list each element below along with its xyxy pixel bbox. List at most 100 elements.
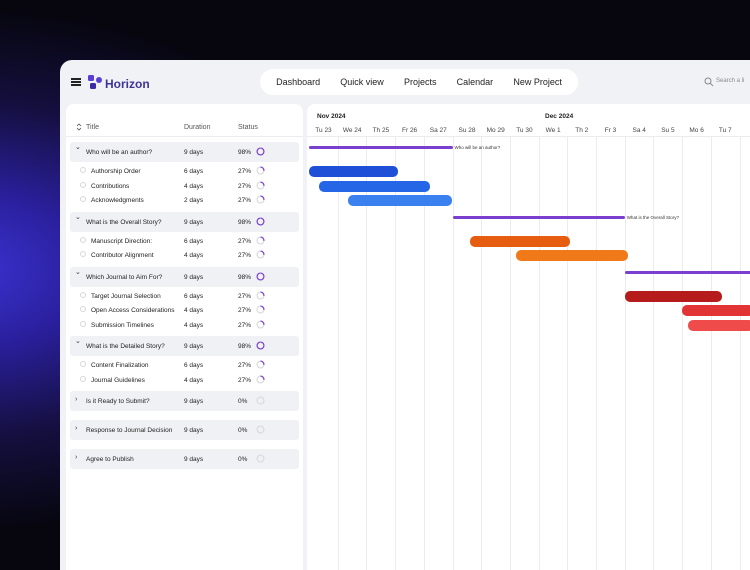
- progress-ring-icon: [256, 271, 265, 281]
- chevron-right-icon[interactable]: ›: [75, 454, 78, 461]
- task-checkbox-icon[interactable]: [80, 251, 86, 257]
- progress-ring-icon: [256, 147, 265, 156]
- task-group-row[interactable]: › Response to Journal Decision 9 days 0%: [70, 420, 299, 440]
- progress-ring-icon: [256, 319, 265, 329]
- task-bar[interactable]: [347, 195, 453, 206]
- progress-ring-icon: [256, 425, 265, 434]
- task-bar[interactable]: [319, 180, 430, 192]
- grid-line: [509, 137, 511, 570]
- task-group-row[interactable]: › Is it Ready to Submit? 9 days 0%: [70, 391, 299, 411]
- chevron-down-icon[interactable]: ⌄: [75, 213, 81, 221]
- task-group-row[interactable]: › Agree to Publish 9 days 0%: [70, 449, 299, 469]
- task-duration: 4 days: [184, 182, 204, 190]
- day-label: Fr 3: [604, 127, 617, 134]
- task-checkbox-icon[interactable]: [80, 291, 86, 298]
- header-status[interactable]: Status: [238, 124, 258, 131]
- task-duration: 4 days: [184, 376, 204, 384]
- task-duration: 6 days: [184, 292, 204, 300]
- task-duration: 9 days: [184, 456, 204, 463]
- task-bar[interactable]: [687, 319, 750, 331]
- header-duration[interactable]: Duration: [184, 124, 211, 131]
- day-label: Su 28: [458, 127, 476, 134]
- hamburger-menu-icon[interactable]: [71, 78, 81, 86]
- chevron-right-icon[interactable]: ›: [75, 396, 78, 403]
- task-title: Is it Ready to Submit?: [86, 398, 150, 405]
- task-title: Open Access Considerations: [91, 307, 175, 314]
- search-icon: [704, 77, 714, 87]
- task-duration: 9 days: [184, 218, 204, 226]
- grid-line: [452, 137, 454, 570]
- nav-dashboard[interactable]: Dashboard: [276, 77, 321, 87]
- progress-ring-icon: [256, 374, 265, 384]
- task-row[interactable]: Contributor Alignment 4 days 27%: [66, 248, 299, 262]
- header-title[interactable]: Title: [86, 124, 99, 131]
- chevron-down-icon[interactable]: ⌄: [75, 144, 81, 151]
- summary-bar[interactable]: [309, 146, 453, 149]
- search-input[interactable]: Search a li: [698, 75, 750, 91]
- grid-line: [653, 137, 655, 570]
- task-checkbox-icon[interactable]: [80, 196, 86, 202]
- progress-ring-icon: [256, 166, 265, 175]
- task-bar[interactable]: [682, 305, 750, 316]
- progress-ring-icon: [256, 396, 265, 405]
- task-status: 0%: [238, 427, 248, 434]
- task-checkbox-icon[interactable]: [80, 236, 86, 243]
- task-checkbox-icon[interactable]: [80, 167, 86, 173]
- task-row[interactable]: Target Journal Selection 6 days 27%: [66, 289, 299, 303]
- task-group-row[interactable]: ⌄ Which Journal to Aim For? 9 days 98%: [70, 266, 299, 287]
- nav-calendar[interactable]: Calendar: [456, 77, 494, 87]
- chevron-down-icon[interactable]: ⌄: [75, 338, 81, 345]
- chevron-right-icon[interactable]: ›: [75, 425, 78, 432]
- nav-new-project[interactable]: New Project: [513, 77, 562, 87]
- task-bar[interactable]: [309, 166, 398, 177]
- task-row[interactable]: Contributions 4 days 27%: [66, 179, 299, 193]
- day-label: We 24: [342, 127, 362, 134]
- task-row[interactable]: Content Finalization 6 days 27%: [66, 358, 299, 372]
- task-checkbox-icon[interactable]: [80, 181, 86, 188]
- task-group-row[interactable]: ⌄ What is the Overall Story? 9 days 98%: [70, 211, 299, 232]
- task-status: 98%: [238, 273, 252, 281]
- task-title: Manuscript Direction:: [91, 237, 153, 245]
- horizon-logo-icon: [88, 75, 102, 89]
- task-checkbox-icon[interactable]: [80, 306, 86, 312]
- day-label: Sa 4: [632, 127, 646, 134]
- summary-bar-label: What is the Overall Story?: [626, 214, 679, 220]
- task-checkbox-icon[interactable]: [80, 320, 86, 327]
- task-status: 27%: [238, 376, 252, 384]
- day-label: Tu 7: [718, 127, 732, 134]
- task-group-row[interactable]: ⌄ Who will be an author? 9 days 98%: [70, 142, 299, 162]
- task-bar[interactable]: [624, 290, 723, 302]
- grid-line: [538, 137, 540, 570]
- chevron-down-icon[interactable]: ⌄: [75, 268, 81, 276]
- progress-ring-icon: [256, 454, 265, 463]
- day-label: We 1: [545, 127, 561, 134]
- task-title: Contributor Alignment: [91, 252, 154, 259]
- sort-icon[interactable]: [76, 123, 82, 131]
- task-list-panel: Title Duration Status ⌄ Who will be an au…: [66, 104, 303, 570]
- grid-line: [682, 137, 684, 570]
- task-row[interactable]: Submission Timelines 4 days 27%: [66, 318, 299, 332]
- task-bar[interactable]: [515, 250, 628, 261]
- task-row[interactable]: Acknowledgments 2 days 27%: [66, 193, 299, 207]
- summary-bar[interactable]: [452, 215, 625, 219]
- task-status: 27%: [238, 197, 252, 204]
- summary-bar[interactable]: [624, 270, 750, 274]
- nav-projects[interactable]: Projects: [403, 77, 437, 87]
- task-checkbox-icon[interactable]: [80, 361, 86, 367]
- task-group-row[interactable]: ⌄ What is the Detailed Story? 9 days 98%: [70, 336, 299, 356]
- search-placeholder: Search a li: [716, 78, 745, 84]
- task-row[interactable]: Manuscript Direction: 6 days 27%: [66, 234, 299, 248]
- task-row[interactable]: Journal Guidelines 4 days 27%: [66, 373, 299, 387]
- task-title: Contributions: [91, 182, 130, 190]
- day-label: Fr 26: [402, 127, 418, 134]
- gantt-chart: Nov 2024 Dec 2024 Tu 23 We 24 Th 25 Fr 26 Sa…: [307, 104, 750, 570]
- nav-quick-view[interactable]: Quick view: [340, 77, 384, 87]
- task-status: 0%: [238, 456, 248, 463]
- task-duration: 9 days: [184, 427, 204, 434]
- task-checkbox-icon[interactable]: [80, 375, 86, 382]
- grid-line: [739, 137, 741, 570]
- task-row[interactable]: Authorship Order 6 days 27%: [66, 164, 299, 178]
- task-bar[interactable]: [469, 235, 571, 247]
- task-status: 0%: [238, 398, 248, 405]
- task-row[interactable]: Open Access Considerations 4 days 27%: [66, 303, 299, 317]
